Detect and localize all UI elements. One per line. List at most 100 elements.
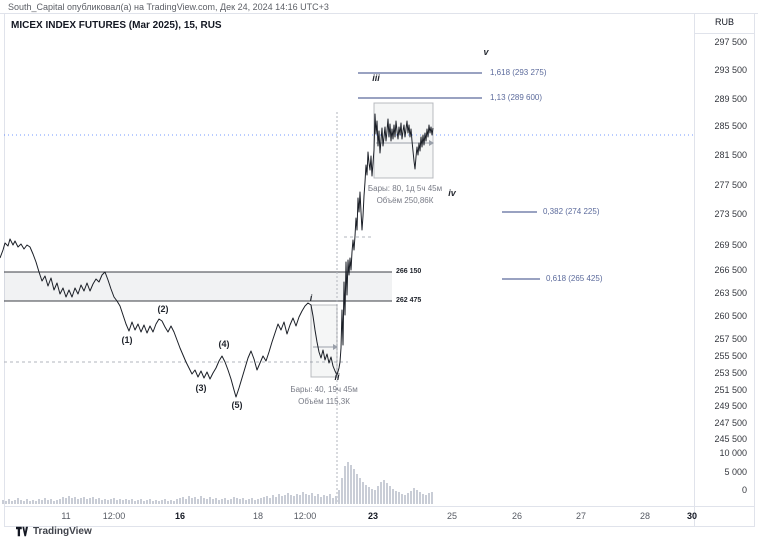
volume-bar xyxy=(368,487,370,504)
volume-bar xyxy=(134,501,136,504)
volume-bar xyxy=(296,494,298,504)
volume-bar xyxy=(362,482,364,504)
volume-bar xyxy=(11,501,13,504)
volume-bar xyxy=(212,499,214,504)
volume-bar xyxy=(122,500,124,504)
volume-bar xyxy=(26,499,28,504)
volume-bar xyxy=(182,497,184,504)
price-axis-label: 289 500 xyxy=(714,94,747,104)
volume-bar xyxy=(263,497,265,504)
volume-bar xyxy=(221,499,223,504)
volume-bar xyxy=(92,497,94,504)
volume-bar xyxy=(272,495,274,504)
time-axis[interactable]: 11 12:00 16 18 12:00 23 25 26 27 28 30 xyxy=(0,506,758,526)
volume-bar xyxy=(377,486,379,504)
price-axis-separator xyxy=(694,13,695,526)
price-axis-label: 293 500 xyxy=(714,65,747,75)
volume-bar xyxy=(401,494,403,504)
price-axis-label: 285 500 xyxy=(714,121,747,131)
volume-bar xyxy=(311,493,313,504)
volume-bar xyxy=(8,499,10,504)
volume-bar xyxy=(107,500,109,504)
volume-bar xyxy=(419,492,421,504)
time-axis-label: 25 xyxy=(446,511,458,521)
volume-bar xyxy=(335,496,337,504)
tradingview-logo-icon xyxy=(16,526,28,537)
volume-bar xyxy=(197,499,199,504)
volume-bar xyxy=(341,478,343,504)
volume-bar xyxy=(365,485,367,504)
volume-bar xyxy=(146,500,148,504)
volume-bar xyxy=(356,474,358,504)
price-axis-label: 251 500 xyxy=(714,385,747,395)
volume-bar xyxy=(260,498,262,504)
volume-bar xyxy=(371,489,373,504)
volume-bar xyxy=(227,500,229,504)
volume-bar xyxy=(347,462,349,504)
volume-bar xyxy=(269,498,271,504)
tradingview-brand[interactable]: TradingView xyxy=(16,526,92,537)
volume-bar xyxy=(50,499,52,504)
volume-bar xyxy=(257,499,259,504)
volume-bar xyxy=(32,500,34,504)
price-axis-label: 273 500 xyxy=(714,209,747,219)
published-byline: South_Capital опубликовал(а) на TradingV… xyxy=(8,2,329,12)
volume-bar xyxy=(422,494,424,504)
volume-bar xyxy=(116,500,118,504)
volume-bar xyxy=(95,499,97,504)
volume-bar xyxy=(230,499,232,504)
volume-bar xyxy=(386,483,388,504)
volume-bar xyxy=(284,495,286,504)
volume-bar xyxy=(245,500,247,504)
volume-bar xyxy=(266,496,268,504)
volume-bar xyxy=(149,499,151,504)
volume-bar xyxy=(56,500,58,504)
volume-bar xyxy=(353,469,355,504)
volume-bar xyxy=(5,501,7,504)
volume-bar xyxy=(203,498,205,504)
volume-bar xyxy=(350,465,352,504)
volume-bar xyxy=(119,499,121,504)
price-axis-label: 269 500 xyxy=(714,240,747,250)
volume-bar xyxy=(20,500,22,504)
volume-bar xyxy=(398,492,400,504)
volume-bar xyxy=(428,493,430,504)
volume-bar xyxy=(155,500,157,504)
symbol-legend[interactable]: MICEX INDEX FUTURES (Mar 2025), 15, RUS xyxy=(11,20,222,31)
volume-bar xyxy=(383,480,385,504)
time-axis-label: 18 xyxy=(252,511,264,521)
frame-top-border xyxy=(0,13,758,14)
volume-bar xyxy=(62,497,64,504)
time-axis-label: 11 xyxy=(61,511,71,521)
volume-bar xyxy=(152,501,154,504)
volume-bar xyxy=(275,497,277,504)
frame-left-border xyxy=(4,13,5,526)
time-axis-label: 16 xyxy=(174,511,186,521)
volume-bar xyxy=(113,498,115,504)
price-axis-label: 297 500 xyxy=(714,37,747,47)
volume-bar xyxy=(410,491,412,504)
volume-bar xyxy=(308,495,310,504)
volume-bar xyxy=(71,498,73,504)
volume-bar xyxy=(86,499,88,504)
volume-bar xyxy=(395,491,397,504)
volume-bar xyxy=(305,494,307,504)
volume-histogram[interactable] xyxy=(2,462,433,504)
volume-bar xyxy=(314,496,316,504)
volume-bar xyxy=(326,496,328,504)
volume-bar xyxy=(179,498,181,504)
volume-bar xyxy=(287,493,289,504)
volume-bar xyxy=(251,498,253,504)
volume-bar xyxy=(299,495,301,504)
time-axis-label: 26 xyxy=(511,511,523,521)
volume-bar xyxy=(209,497,211,504)
volume-bar xyxy=(80,498,82,504)
volume-bar xyxy=(59,499,61,504)
volume-bar xyxy=(374,490,376,504)
price-series-line[interactable] xyxy=(0,113,434,398)
volume-bar xyxy=(380,482,382,504)
volume-bar xyxy=(404,495,406,504)
time-axis-label: 12:00 xyxy=(102,511,126,521)
